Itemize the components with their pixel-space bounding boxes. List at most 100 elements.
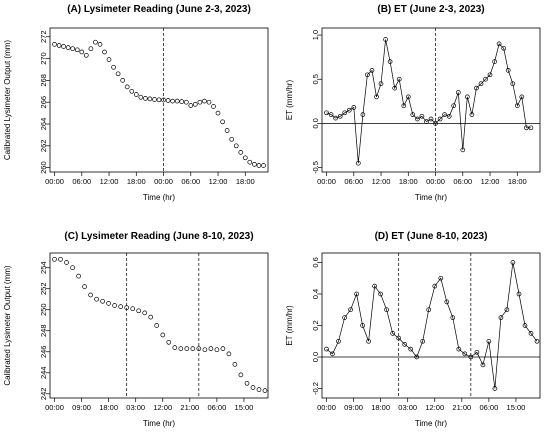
panel-b-data-point: [474, 85, 479, 91]
panel-c-data-point: [160, 332, 166, 338]
panel-b-data-point: [337, 113, 343, 119]
panel-d-y-tick-label: 0.6: [311, 257, 320, 267]
panel-b-y-tick-label: 0.5: [311, 74, 320, 84]
panel-a-x-tick-label: 18:00: [127, 177, 146, 186]
panel-d-data-point: [474, 349, 480, 355]
panel-d-data-point: [480, 362, 486, 368]
panel-a-data-point: [188, 103, 194, 108]
panel-b-data-point: [419, 113, 425, 119]
panel-b-data-point: [428, 116, 434, 122]
panel-c-data-point: [118, 304, 124, 309]
panel-b-data-point: [451, 103, 457, 109]
panel-d-data-point: [372, 283, 377, 289]
panel-a-x-axis-label: Time (hr): [143, 193, 175, 202]
panel-d-x-tick-label: 06:00: [479, 403, 498, 412]
panel-d-data-point: [384, 307, 389, 313]
panel-c-y-tick-label: 252: [39, 282, 48, 295]
panel-b-data-point: [501, 45, 507, 51]
panel-a-data-point: [206, 99, 212, 105]
panel-a-data-point: [242, 155, 248, 161]
panel-d-data-point: [378, 291, 383, 297]
panel-c-data-point: [196, 346, 202, 351]
panel-c-data-point: [238, 372, 244, 378]
panel-a-data-point: [252, 162, 257, 167]
panel-d-data-point: [354, 291, 359, 297]
panel-a-data-point: [147, 96, 153, 102]
panel-a-data-point: [102, 49, 107, 55]
panel-d-data-point: [396, 335, 402, 341]
panel-b-data-point: [469, 112, 475, 117]
panel-c-data-point: [190, 346, 196, 351]
panel-d-data-point: [426, 307, 432, 313]
panel-b-data-point: [387, 59, 393, 64]
panel-d-x-tick-label: 12:00: [425, 403, 444, 412]
panel-a-data-point: [215, 110, 221, 116]
panel-d-y-tick-label: -0.2: [311, 382, 320, 395]
panel-b-data-point: [360, 112, 366, 117]
panel-d-data-point: [342, 315, 347, 320]
panel-a-y-tick-label: 272: [39, 30, 48, 43]
panel-d-x-tick-label: 15:00: [507, 403, 526, 412]
panel-b-data-point: [324, 110, 329, 116]
panel-d-data-point: [348, 307, 353, 313]
panel-a-data-point: [247, 159, 253, 165]
panel-b-y-tick-label: 0.0: [311, 118, 320, 128]
panel-b-x-tick-label: 00:00: [317, 177, 336, 186]
panel-b-data-point: [424, 119, 429, 124]
panel-c-y-tick-label: 244: [39, 367, 48, 380]
panel-c-data-point: [256, 387, 262, 392]
panel-c-data-point: [154, 323, 160, 328]
panel-b-data-point: [433, 121, 438, 126]
panel-b-x-tick-label: 12:00: [372, 177, 391, 186]
panel-d-data-point: [528, 331, 534, 336]
panel-b-data-point: [355, 160, 361, 166]
panel-b-data-point: [342, 110, 348, 116]
panel-c-data-point: [124, 305, 130, 310]
panel-c-data-point: [64, 260, 69, 265]
panel-d-y-tick-label: 0.0: [311, 352, 320, 362]
panel-a-data-point: [220, 119, 225, 125]
panel-d-y-tick-label: 0.2: [311, 320, 320, 330]
panel-a-data-point: [197, 99, 203, 105]
panel-d-series-line: [326, 262, 538, 389]
panel-c-data-point: [58, 256, 63, 262]
panel-b-data-point: [365, 72, 370, 78]
panel-a-data-point: [233, 143, 239, 149]
panel-c-data-point: [208, 346, 214, 351]
panel-b-x-axis-label: Time (hr): [415, 193, 447, 202]
panel-b-x-tick-label: 06:00: [453, 177, 472, 186]
panel-b-y-axis-label: ET (mm/hr): [285, 80, 294, 121]
panel-a-data-point: [133, 92, 139, 97]
panel-d-data-point: [522, 323, 528, 328]
panel-a-data-point: [202, 98, 207, 104]
panel-c-x-tick-label: 18:00: [99, 403, 118, 412]
panel-d-data-point: [492, 386, 498, 391]
panel-b-data-point: [460, 147, 466, 153]
panel-d-data-point: [336, 338, 341, 344]
panel-b-data-point: [401, 103, 407, 109]
panel-d-data-point: [408, 346, 414, 352]
panel-d-y-tick-label: 0.4: [311, 289, 320, 299]
panel-d-x-tick-label: 18:00: [371, 403, 390, 412]
panel-a-y-tick-label: 270: [39, 52, 48, 65]
panel-b-data-point: [514, 103, 520, 109]
panel-a-x-tick-label: 00:00: [45, 177, 64, 186]
panel-c-data-point: [244, 380, 250, 386]
panel-c-data-point: [178, 346, 184, 351]
panel-a-data-point: [256, 163, 262, 168]
panel-a-data-point: [224, 128, 230, 133]
panel-d-data-point: [414, 354, 420, 360]
panel-d-data-point: [366, 338, 371, 344]
panel-d-data-point: [444, 299, 450, 305]
panel-c-data-point: [88, 292, 93, 298]
panel-c-data-point: [76, 273, 81, 279]
panel-b-data-point: [510, 81, 516, 87]
panel-c-x-tick-label: 03:00: [126, 403, 145, 412]
panel-d-data-point: [516, 291, 522, 297]
panel-b-x-tick-label: 18:00: [399, 177, 418, 186]
panel-a-data-point: [56, 43, 62, 48]
panel-a-data-point: [61, 44, 66, 49]
panel-d-x-axis-label: Time (hr): [415, 419, 447, 428]
panel-b-data-point: [442, 112, 447, 117]
panel-a-data-point: [229, 136, 235, 142]
